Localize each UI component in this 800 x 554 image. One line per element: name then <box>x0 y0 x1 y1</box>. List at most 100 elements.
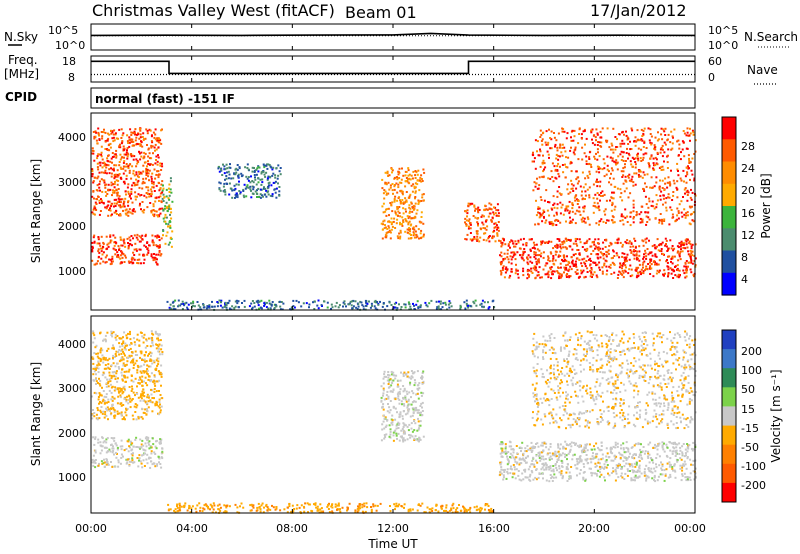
data-point <box>564 209 567 212</box>
data-point <box>143 391 145 394</box>
data-point <box>383 370 386 373</box>
data-point <box>618 256 621 259</box>
data-point <box>259 178 262 181</box>
data-point <box>561 258 563 261</box>
data-point <box>668 196 671 199</box>
data-point <box>547 448 550 451</box>
data-point <box>140 379 143 382</box>
data-point <box>686 238 689 241</box>
data-point <box>272 181 275 184</box>
data-point <box>116 255 118 258</box>
data-point <box>634 239 637 242</box>
data-point <box>555 139 558 142</box>
data-point <box>415 438 418 441</box>
data-point <box>126 458 129 461</box>
data-point <box>141 380 143 383</box>
data-point <box>593 134 596 137</box>
data-point <box>597 238 600 241</box>
data-point <box>149 399 152 402</box>
data-point <box>572 151 575 154</box>
data-point <box>269 194 272 197</box>
data-point <box>586 216 589 219</box>
data-point <box>115 370 118 373</box>
data-point <box>661 218 663 221</box>
data-point <box>664 237 667 240</box>
data-point <box>411 227 414 230</box>
data-point <box>98 183 101 186</box>
data-point <box>402 219 405 222</box>
data-point <box>611 159 614 162</box>
data-point <box>97 133 100 136</box>
data-point <box>665 239 668 242</box>
data-point <box>395 222 398 225</box>
data-point <box>160 452 163 455</box>
data-point <box>641 176 644 179</box>
data-point <box>388 380 391 383</box>
data-point <box>669 267 672 270</box>
data-point <box>598 268 601 271</box>
data-point <box>180 303 183 306</box>
data-point <box>390 204 393 207</box>
data-point <box>130 449 133 452</box>
data-point <box>145 167 148 170</box>
data-point <box>393 302 396 305</box>
data-point <box>149 351 152 354</box>
data-point <box>135 249 138 252</box>
data-point <box>630 242 633 245</box>
data-point <box>161 180 164 183</box>
data-point <box>164 213 167 216</box>
data-point <box>685 240 688 243</box>
data-point <box>617 155 620 158</box>
data-point <box>231 196 234 199</box>
data-point <box>151 145 154 148</box>
data-point <box>125 174 128 177</box>
data-point <box>622 170 625 173</box>
data-point <box>135 178 138 181</box>
data-point <box>634 161 637 163</box>
data-point <box>393 374 396 377</box>
data-point <box>515 269 518 272</box>
data-point <box>132 418 135 421</box>
data-point <box>185 301 188 304</box>
data-point <box>154 330 157 333</box>
data-point <box>279 167 282 169</box>
data-point <box>111 332 114 335</box>
data-point <box>643 468 646 471</box>
data-point <box>495 214 498 217</box>
data-point <box>104 339 107 342</box>
data-point <box>574 240 577 243</box>
data-point <box>152 259 155 262</box>
data-point <box>263 164 266 167</box>
data-point <box>140 443 143 446</box>
data-point <box>534 277 537 280</box>
data-point <box>383 227 386 230</box>
data-point <box>611 256 614 259</box>
colorbar-block <box>722 117 736 140</box>
data-point <box>422 199 425 202</box>
data-point <box>420 376 422 379</box>
data-point <box>387 371 390 373</box>
data-point <box>476 208 479 211</box>
data-point <box>659 151 662 154</box>
data-point <box>522 267 525 270</box>
data-point <box>623 142 626 145</box>
data-point <box>591 276 593 278</box>
data-point <box>385 394 388 397</box>
data-point <box>533 160 535 163</box>
data-point <box>416 438 419 441</box>
data-point <box>132 358 134 361</box>
data-point <box>123 385 126 388</box>
data-point <box>369 306 372 309</box>
data-point <box>383 219 386 222</box>
data-point <box>100 235 103 238</box>
data-point <box>612 216 615 219</box>
data-point <box>586 174 589 177</box>
data-point <box>464 238 467 240</box>
data-point <box>528 475 531 478</box>
data-point <box>104 413 107 416</box>
data-point <box>151 336 154 339</box>
data-point <box>643 140 646 143</box>
data-point <box>382 302 385 304</box>
data-point <box>93 415 96 418</box>
data-point <box>128 236 131 239</box>
